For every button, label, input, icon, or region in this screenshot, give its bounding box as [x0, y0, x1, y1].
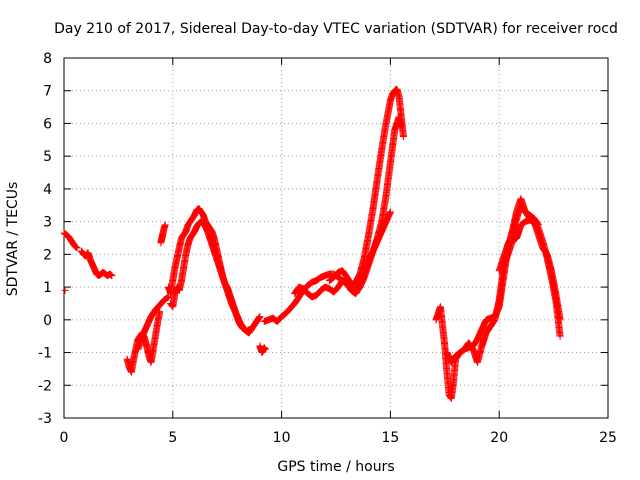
data-point-evening-B [556, 316, 564, 324]
x-tick-label: 20 [490, 430, 508, 446]
data-point-evening [556, 332, 564, 340]
y-tick-label: 0 [43, 313, 52, 329]
x-tick-label: 10 [273, 430, 291, 446]
data-points [60, 85, 564, 402]
plot-frame [63, 57, 609, 419]
x-tick-label: 0 [60, 430, 69, 446]
x-tick-label: 5 [168, 430, 177, 446]
data-point-isolated [161, 221, 169, 229]
y-tick-label: -1 [38, 346, 52, 362]
y-tick-label: 5 [43, 149, 52, 165]
x-tick-label: 15 [381, 430, 399, 446]
y-axis-label: SDTVAR / TECUs [5, 182, 21, 297]
x-axis-label: GPS time / hours [277, 459, 394, 475]
y-tick-label: 7 [43, 84, 52, 100]
data-point-dip-B [163, 294, 171, 302]
data-point-rise-A [256, 313, 264, 321]
y-tick-label: -2 [38, 378, 52, 394]
data-point-mid-day-C [386, 208, 394, 216]
data-point-gap-points [261, 344, 269, 352]
data-point-rise-A [255, 314, 263, 322]
y-tick-label: 4 [43, 182, 52, 198]
x-tick-label: 25 [599, 430, 617, 446]
data-point-gap-points [260, 344, 268, 352]
y-tick-label: -3 [38, 411, 52, 427]
data-point-early [72, 243, 80, 251]
y-tick-label: 6 [43, 116, 52, 132]
y-tick-label: 8 [43, 51, 52, 67]
data-point-rise-B [244, 326, 252, 334]
data-point-rise-B [245, 326, 253, 334]
y-tick-label: 2 [43, 247, 52, 263]
data-point-morning [107, 271, 115, 279]
data-point-early-outlier [61, 286, 69, 294]
data-point-evening-C [533, 219, 541, 227]
data-point-dip-B [164, 293, 172, 301]
x-axis-ticks: 0 5 10 15 20 25 [60, 58, 617, 446]
data-point-rise-A [255, 313, 263, 321]
y-axis-ticks: -3 -2 -1 0 1 2 3 4 5 6 7 8 [38, 51, 608, 427]
data-point-morning [108, 272, 116, 280]
data-point-mid-day-B [397, 123, 405, 131]
data-point-morning [106, 271, 114, 279]
y-tick-label: 1 [43, 280, 52, 296]
data-point-evening-C [534, 220, 542, 228]
data-point-rise-B [244, 327, 252, 335]
chart-title: Day 210 of 2017, Sidereal Day-to-day VTE… [54, 21, 618, 37]
data-point-evening-C [534, 221, 542, 229]
y-tick-label: 3 [43, 215, 52, 231]
data-point-gap-points [261, 345, 269, 353]
data-point-early [72, 243, 80, 251]
data-point-early [73, 244, 81, 252]
data-point-mid-day-A [399, 133, 407, 141]
